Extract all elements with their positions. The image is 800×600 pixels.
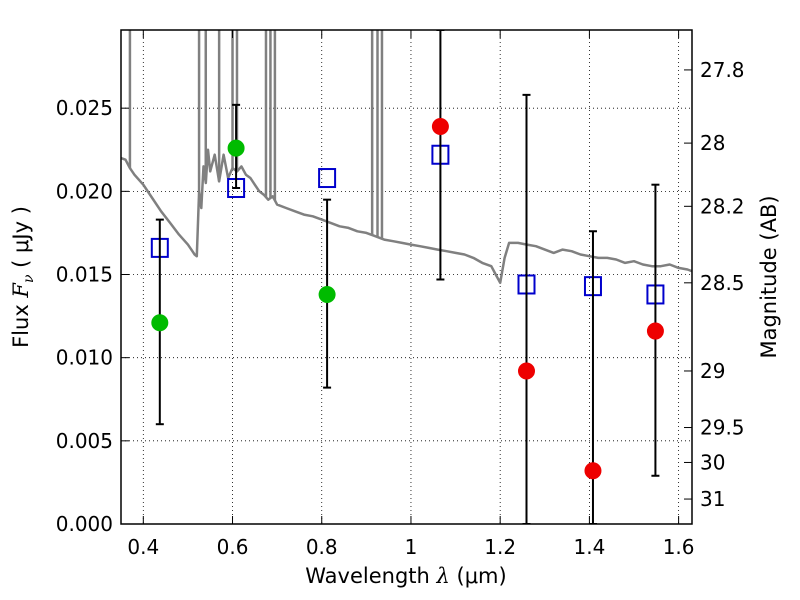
y-tick-label: 0.020 [56,179,113,203]
y2-tick-label: 27.8 [700,58,745,82]
x-tick-label: 0.8 [306,535,338,559]
x-tick-label: 1 [405,535,418,559]
x-tick-label: 0.4 [127,535,159,559]
x-axis-label: Wavelength λ (μm) [305,564,506,588]
y-axis-label: Flux Fν ( μJy ) [9,206,37,348]
y-tick-label: 0.005 [56,429,113,453]
observed-flux-point [227,139,245,157]
y-tick-label: 0.010 [56,346,113,370]
x-tick-label: 0.6 [217,535,249,559]
x-tick-label: 1.2 [484,535,516,559]
observed-flux-point [584,462,602,480]
observed-flux-point [151,314,169,332]
y2-tick-label: 28.5 [700,271,745,295]
model-flux-square [318,168,337,189]
y2-tick-label: 30 [700,450,725,474]
observed-flux-point [517,362,535,380]
y-tick-label: 0.025 [56,96,113,120]
x-axis-symbol: λ [436,564,450,588]
y2-axis-label: Magnitude (AB) [757,195,781,358]
observed-flux-point [431,117,449,135]
y-axis-subscript: ν [21,274,37,283]
y2-tick-label: 28 [700,131,725,155]
spectrum-line [121,148,692,285]
plot-area [121,30,692,524]
observed-flux-point [646,322,664,340]
y2-tick-label: 29.5 [700,416,745,440]
x-tick-label: 1.6 [663,535,695,559]
y2-tick-label: 28.2 [700,194,745,218]
plot-frame [120,29,693,525]
y-axis-symbol: F [9,282,33,299]
y2-tick-label: 29 [700,359,725,383]
x-tick-label: 1.4 [573,535,605,559]
y-tick-label: 0.000 [56,512,113,536]
observed-flux-point [318,285,336,303]
y-tick-label: 0.015 [56,263,113,287]
axes-ticks: 0.4 0.6 0.8 1 1.2 1.4 1.6 0.000 0.005 0.010 0.015 0… [56,30,745,559]
y2-tick-label: 31 [700,487,725,511]
